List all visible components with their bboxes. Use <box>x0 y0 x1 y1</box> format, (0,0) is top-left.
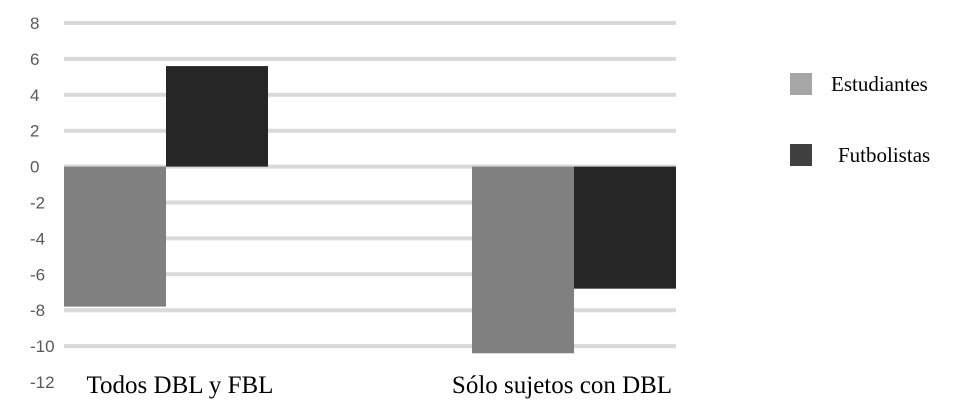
y-axis-tick-labels: 8 6 4 2 0 -2 -4 -6 -8 -10 -12 <box>30 14 55 392</box>
bars <box>64 66 676 354</box>
category-label: Todos DBL y FBL <box>87 372 274 399</box>
legend-label-estudiantes: Estudiantes <box>831 72 928 96</box>
bar-estudiantes-2 <box>472 166 574 354</box>
y-tick-label: -12 <box>30 373 55 392</box>
legend-label-futbolistas: Futbolistas <box>838 143 930 167</box>
bar-estudiantes-1 <box>64 166 166 307</box>
legend-swatch-estudiantes <box>790 73 812 95</box>
category-label: Sólo sujetos con DBL <box>452 372 672 399</box>
bar-futbolistas-2 <box>574 166 676 289</box>
y-tick-label: 8 <box>30 14 39 33</box>
y-tick-label: 0 <box>30 158 39 177</box>
x-axis-category-labels: Todos DBL y FBL Sólo sujetos con DBL <box>87 372 673 399</box>
legend-swatch-futbolistas <box>790 144 812 166</box>
y-tick-label: -2 <box>30 194 45 213</box>
y-tick-label: -8 <box>30 301 45 320</box>
legend: Estudiantes Futbolistas <box>790 72 930 167</box>
y-tick-label: 2 <box>30 122 39 141</box>
y-tick-label: -10 <box>30 337 55 356</box>
bar-futbolistas-1 <box>166 66 268 167</box>
y-tick-label: 4 <box>30 86 39 105</box>
y-tick-label: -6 <box>30 265 45 284</box>
y-tick-label: 6 <box>30 50 39 69</box>
y-tick-label: -4 <box>30 229 45 248</box>
